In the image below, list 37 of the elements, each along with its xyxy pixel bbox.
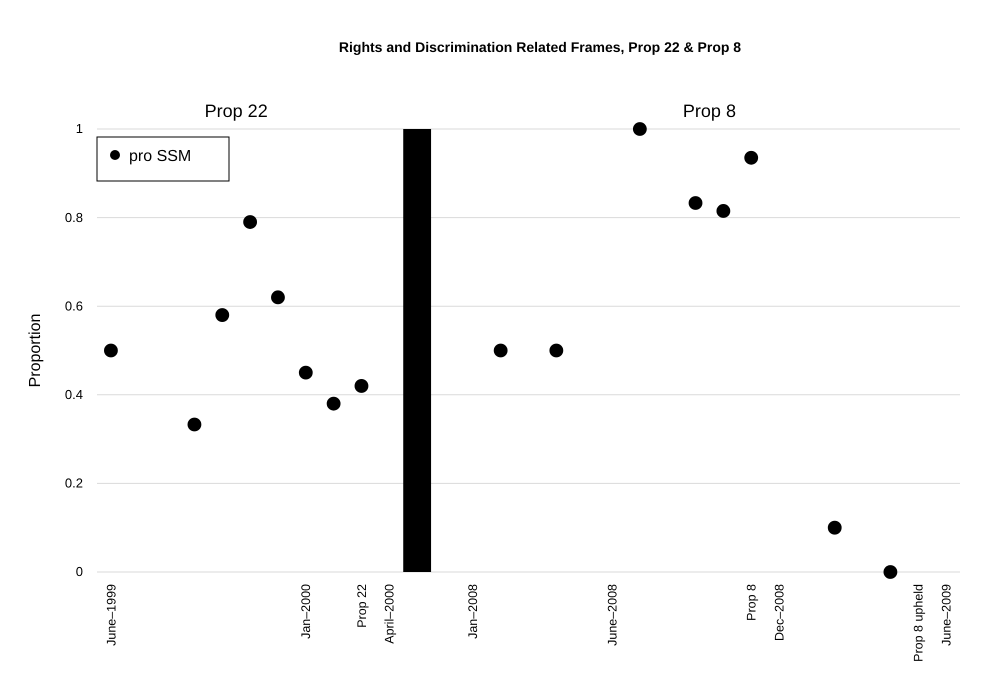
point bbox=[716, 204, 730, 218]
x-tick-label: April–2000 bbox=[382, 584, 397, 644]
x-tick-label: Prop 8 upheld bbox=[912, 584, 926, 662]
point bbox=[271, 290, 285, 304]
point bbox=[632, 122, 647, 136]
x-tick-label: Dec–2008 bbox=[772, 584, 786, 641]
y-tick-label: 1 bbox=[76, 121, 83, 136]
x-tick-label: June–2009 bbox=[939, 584, 954, 646]
y-tick-label: 0.8 bbox=[64, 210, 83, 225]
x-tick-label: Prop 8 bbox=[744, 584, 759, 621]
legend-label: pro SSM bbox=[129, 148, 192, 165]
x-tick-label: Prop 22 bbox=[354, 584, 369, 628]
y-tick-label: 0.2 bbox=[64, 476, 83, 491]
x-tick-label: Jan–2008 bbox=[466, 584, 480, 639]
point bbox=[104, 344, 118, 358]
text: Prop 8 bbox=[682, 101, 736, 121]
point bbox=[549, 344, 564, 358]
chart-title: Rights and Discrimination Related Frames, Prop 22 & Prop 8 bbox=[338, 39, 742, 55]
point bbox=[215, 308, 230, 322]
x-tick-label: June–2008 bbox=[605, 584, 620, 646]
point bbox=[354, 379, 368, 393]
y-axis-title: Proportion bbox=[27, 314, 44, 388]
point bbox=[883, 565, 898, 579]
point bbox=[326, 396, 341, 411]
x-tick-label: Jan–2000 bbox=[299, 584, 314, 639]
point bbox=[828, 520, 842, 535]
y-tick-label: 0.6 bbox=[64, 298, 83, 314]
point bbox=[243, 215, 258, 229]
point bbox=[494, 344, 508, 358]
x-tick-label: June–1999 bbox=[104, 584, 118, 646]
point bbox=[744, 150, 758, 165]
text: Prop 22 bbox=[204, 101, 268, 121]
point bbox=[298, 366, 313, 380]
y-tick-label: 0 bbox=[76, 564, 83, 580]
point bbox=[688, 196, 702, 210]
point bbox=[188, 418, 202, 432]
y-tick-label: 0.4 bbox=[64, 386, 83, 402]
